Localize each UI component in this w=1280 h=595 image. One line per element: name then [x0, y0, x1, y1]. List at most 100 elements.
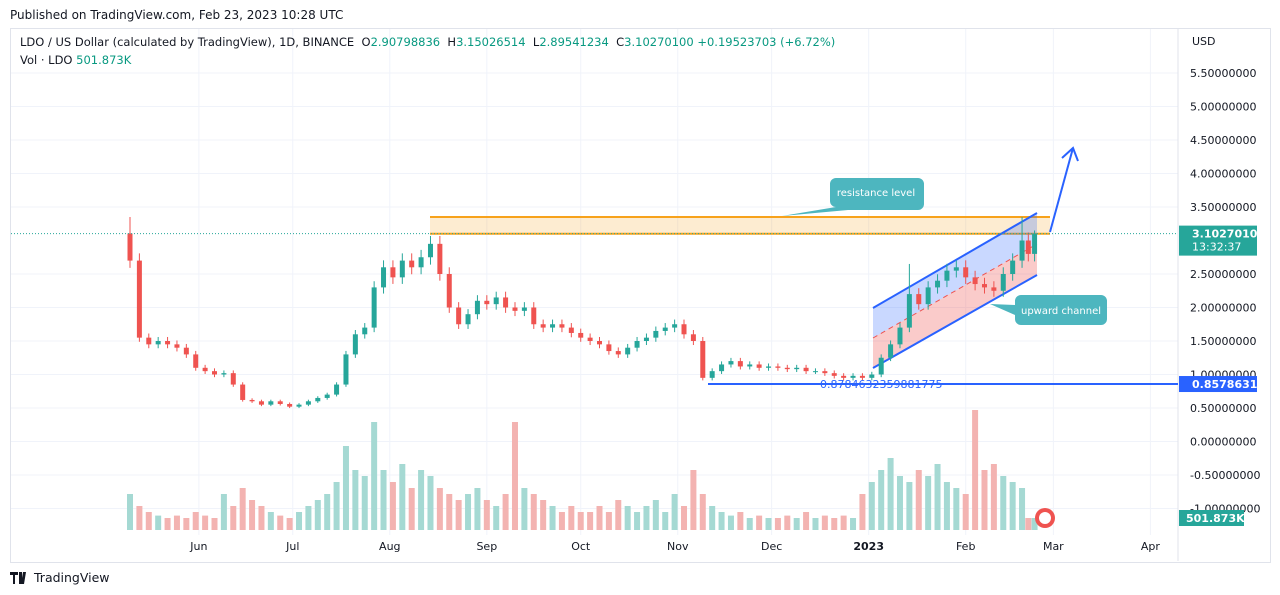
- candle-body: [531, 307, 537, 325]
- support-badge-text: 0.85786312: [1192, 378, 1265, 391]
- candle: [906, 263, 912, 333]
- candle-body: [493, 297, 499, 305]
- candle-body: [146, 337, 152, 345]
- candle-body: [437, 243, 443, 274]
- candle: [399, 253, 405, 284]
- x-tick-label: Feb: [956, 540, 975, 553]
- candle-body: [230, 373, 236, 385]
- volume-bar: [493, 506, 500, 530]
- candle-body: [418, 257, 424, 268]
- volume-bar: [192, 512, 199, 530]
- candle-body: [587, 337, 593, 341]
- candle-body: [258, 401, 264, 405]
- chart-frame[interactable]: [10, 28, 1271, 563]
- volume-bar: [793, 518, 800, 530]
- volume-bar: [953, 488, 960, 530]
- volume-bar: [286, 518, 293, 530]
- candle: [230, 370, 236, 387]
- volume-bar: [465, 494, 472, 530]
- volume-bar: [681, 506, 688, 530]
- candle-body: [343, 354, 349, 385]
- x-tick-label: Oct: [571, 540, 591, 553]
- candle-body: [935, 280, 941, 288]
- candle-body: [446, 274, 452, 308]
- candle: [888, 340, 894, 362]
- candle-body: [681, 324, 687, 335]
- volume-bar: [624, 506, 631, 530]
- candle-body: [427, 243, 433, 258]
- volume-bar: [521, 488, 528, 530]
- candle-body: [409, 260, 415, 268]
- symbol-title[interactable]: LDO / US Dollar (calculated by TradingVi…: [20, 35, 355, 49]
- volume-bar: [990, 464, 997, 530]
- volume-bar: [446, 494, 453, 530]
- volume-bar: [1000, 476, 1007, 530]
- candle: [935, 274, 941, 294]
- candle: [390, 260, 396, 284]
- channel-callout: [990, 295, 1107, 325]
- candle-body: [662, 327, 668, 331]
- candle-body: [784, 367, 790, 370]
- volume-bar: [1009, 482, 1016, 530]
- x-tick-label: Apr: [1141, 540, 1161, 553]
- volume-bar: [155, 515, 162, 530]
- candle: [531, 302, 537, 329]
- candle: [991, 281, 997, 297]
- candle: [944, 263, 950, 288]
- volume-label: Vol · LDO: [20, 53, 73, 67]
- volume-bar: [887, 458, 894, 530]
- candle: [165, 336, 171, 349]
- candle-body: [362, 327, 368, 335]
- candle-body: [1019, 240, 1025, 261]
- volume-bar: [690, 470, 697, 530]
- volume-bar: [408, 488, 415, 530]
- candle: [953, 260, 959, 278]
- resistance-callout: [782, 178, 924, 216]
- candle-body: [305, 401, 311, 405]
- channel-lower-fill: [873, 244, 1037, 368]
- candle-body: [878, 357, 884, 375]
- candle-body: [916, 294, 922, 305]
- ohlc-row: LDO / US Dollar (calculated by TradingVi…: [20, 35, 835, 49]
- volume-bar: [558, 512, 565, 530]
- candle: [277, 399, 283, 406]
- candle-body: [1025, 240, 1031, 254]
- candle: [972, 270, 978, 291]
- candle: [559, 319, 565, 333]
- candle-body: [794, 367, 800, 370]
- candle-body: [859, 375, 865, 378]
- volume-bar: [202, 515, 209, 530]
- volume-bar: [587, 512, 594, 530]
- low-label: L: [532, 35, 540, 49]
- candle: [287, 402, 293, 409]
- y-tick-label: 2.00000000: [1190, 302, 1256, 315]
- resistance-zone: [430, 217, 1050, 234]
- candle-body: [174, 344, 180, 348]
- x-tick-label: Dec: [761, 540, 782, 553]
- candle-body: [728, 361, 734, 365]
- candle-body: [550, 324, 556, 328]
- candle: [324, 392, 330, 400]
- candle: [869, 371, 875, 381]
- volume-bar: [164, 518, 171, 530]
- volume-bar: [784, 515, 791, 530]
- volume-bar: [821, 515, 828, 530]
- candle: [1019, 217, 1025, 268]
- volume-bar: [746, 518, 753, 530]
- high-value: 3.15026514: [456, 35, 526, 49]
- volume-bar: [634, 512, 641, 530]
- volume-bar: [380, 470, 387, 530]
- candle: [643, 333, 649, 346]
- candle: [136, 253, 142, 342]
- candle: [352, 330, 358, 358]
- candle-body: [756, 364, 762, 368]
- volume-bar: [774, 518, 781, 530]
- volume-bar: [859, 494, 866, 530]
- candle: [146, 333, 152, 349]
- volume-bar: [483, 500, 490, 530]
- tradingview-footer[interactable]: TradingView: [10, 570, 110, 585]
- volume-bar: [878, 470, 885, 530]
- candle-body: [183, 347, 189, 355]
- candle: [427, 235, 433, 265]
